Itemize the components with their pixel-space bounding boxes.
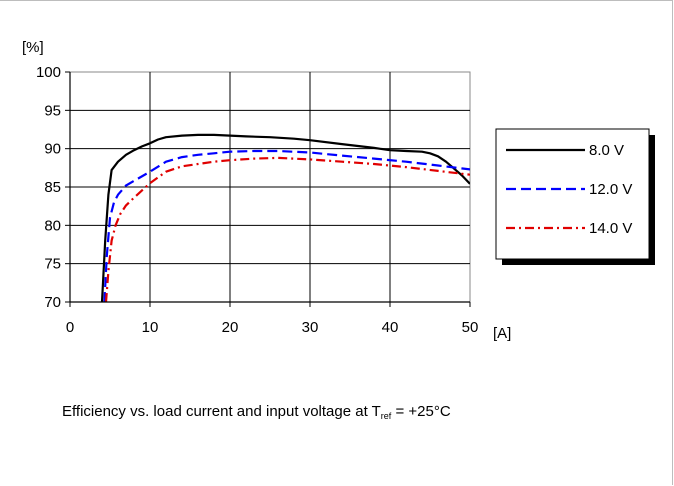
series-line-1 xyxy=(100,133,470,302)
axes xyxy=(65,71,471,307)
y-tick-label: 80 xyxy=(44,217,61,234)
x-tick-label: 10 xyxy=(142,319,159,336)
series-line-2 xyxy=(103,149,470,302)
y-tick-label: 75 xyxy=(44,256,61,273)
x-tick-label: 50 xyxy=(462,319,479,336)
x-axis-label: [A] xyxy=(493,325,511,342)
x-tick-label: 20 xyxy=(222,319,239,336)
y-tick-label: 95 xyxy=(44,102,61,119)
series-line-3 xyxy=(104,156,470,302)
tick-labels: 0 10 20 30 40 50 70 75 80 85 90 95 100 xyxy=(36,64,478,336)
y-tick-label: 70 xyxy=(44,294,61,311)
x-tick-label: 0 xyxy=(66,319,74,336)
legend: 8.0 V 12.0 V 14.0 V xyxy=(495,128,655,265)
caption-suffix: = +25°C xyxy=(391,403,451,420)
series-lines xyxy=(100,133,470,302)
legend-label: 12.0 V xyxy=(589,181,632,198)
x-tick-label: 40 xyxy=(382,319,399,336)
caption-subscript: ref xyxy=(380,411,392,421)
x-tick-label: 30 xyxy=(302,319,319,336)
chart-caption: Efficiency vs. load current and input vo… xyxy=(62,403,451,421)
y-axis-label: [%] xyxy=(22,39,44,56)
legend-label: 14.0 V xyxy=(589,220,632,237)
legend-label: 8.0 V xyxy=(589,142,624,159)
y-tick-label: 100 xyxy=(36,64,61,81)
y-tick-label: 90 xyxy=(44,141,61,158)
y-tick-label: 85 xyxy=(44,179,61,196)
caption-prefix: Efficiency vs. load current and input vo… xyxy=(62,403,381,420)
